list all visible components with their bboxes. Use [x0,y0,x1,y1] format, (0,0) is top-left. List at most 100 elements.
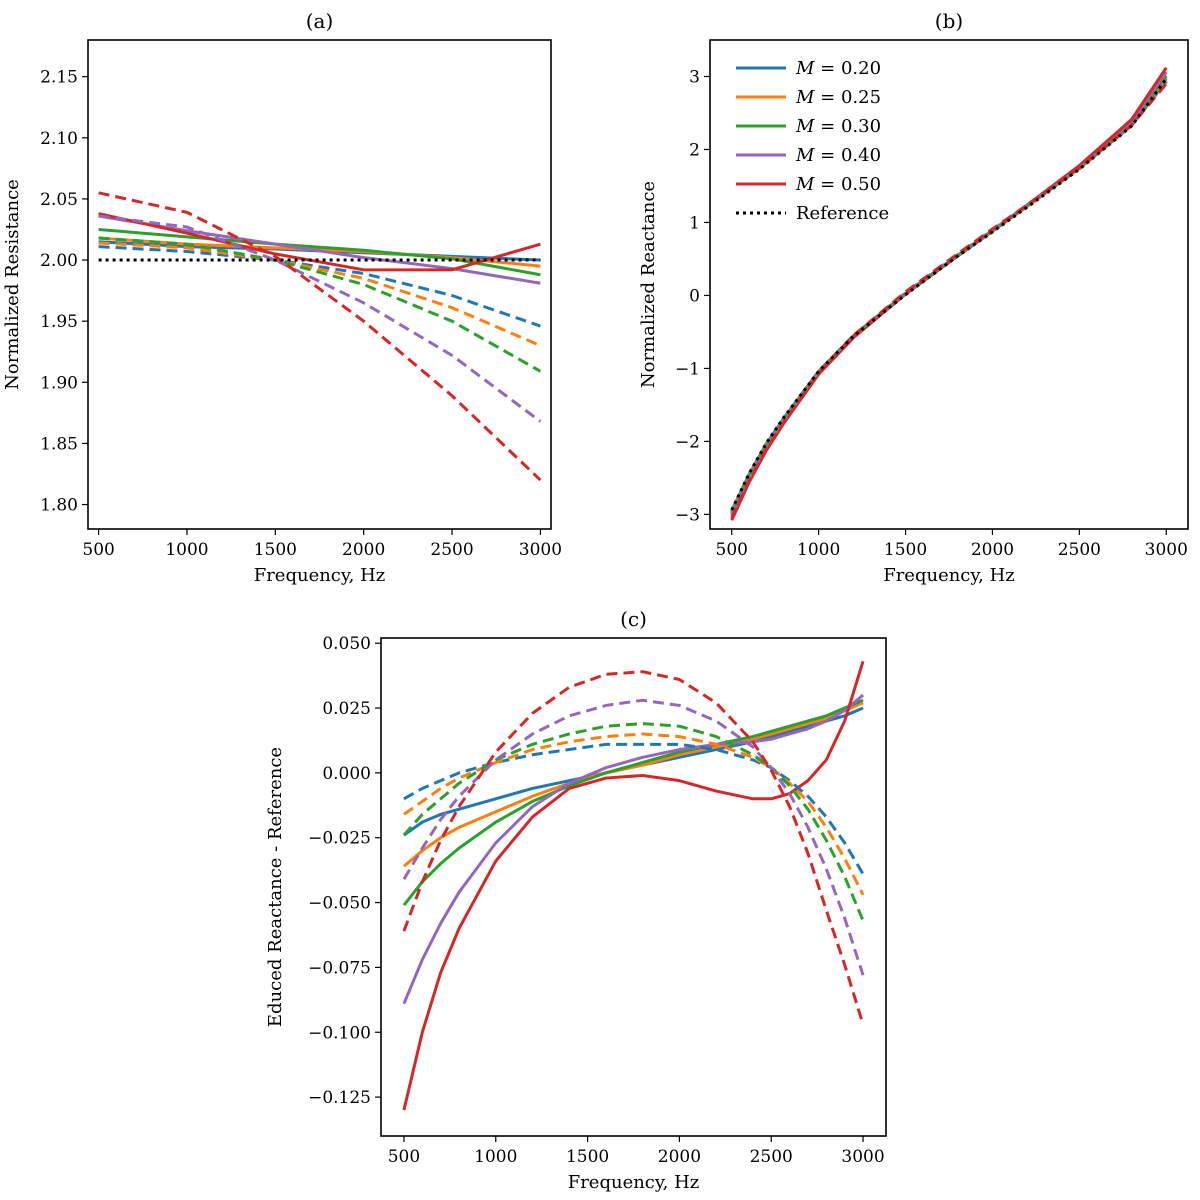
panel-b-y-tick-label: 2 [689,140,700,160]
panel-a-y-tick-label: 1.95 [40,312,78,332]
panel-a-y-tick-label: 2.05 [40,190,78,210]
panel-b-y-tick-label: −2 [675,432,700,452]
panel-c-y-tick-label: −0.125 [308,1088,371,1108]
panel-c-y-tick-label: 0.050 [322,634,371,654]
panel-c-x-tick-label: 2500 [750,1147,793,1167]
panel-c-x-tick-label: 1000 [474,1147,517,1167]
panel-b-y-tick-label: −3 [675,505,700,525]
panel-a-y-axis-label: Normalized Resistance [2,179,23,390]
panel-b-x-tick-label: 3000 [1145,540,1188,560]
legend-entry-value: = 0.30 [814,116,881,137]
panel-c-frame [380,637,887,1137]
panel-c-y-tick-label: −0.100 [308,1023,371,1043]
panel-b-legend: M = 0.20M = 0.25M = 0.30M = 0.40M = 0.50… [736,58,889,224]
panel-c-y-tick-label: 0.000 [322,764,371,784]
legend-entry-value: = 0.20 [814,58,881,79]
panel-b-x-axis-label: Frequency, Hz [883,565,1015,586]
panel-c-series-line-3 [402,693,865,1005]
panel-a-y-tick-label: 1.85 [40,434,78,454]
panel-a: 500 1000 1500 2000 2500 3000 1.80 1.85 1.90 1.95 2… [2,9,562,586]
panel-c-y-axis-label: Educed Reactance - Reference [265,747,286,1027]
legend-entry: M = 0.40 [795,145,881,166]
panel-c-series-line-1 [402,701,864,868]
panel-a-frame [87,39,552,530]
panel-b-x-tick-label: 500 [716,540,748,560]
panel-c-y-tick-label: −0.050 [308,894,371,914]
panel-b-y-tick-label: 0 [689,286,700,306]
panel-a-x-tick-label: 1000 [165,540,208,560]
panel-b-frame [709,39,1189,530]
panel-a-series [98,191,542,482]
legend-entry-symbol: M [795,145,815,166]
panel-c-y-tick-label: −0.025 [308,829,371,849]
panel-b: 500 1000 1500 2000 2500 3000 −3 −2 −1 0 1 2 3 (b) Freq… [638,9,1189,586]
legend-entry-symbol: M [795,58,815,79]
panel-a-series-line-9 [98,191,542,482]
panel-c-series-line-6 [403,732,865,896]
panel-b-x-tick-label: 1500 [884,540,927,560]
panel-a-x-tick-label: 500 [82,540,114,560]
panel-a-x-tick-label: 1500 [254,540,297,560]
panel-b-series-line-10 [730,77,1168,511]
panel-b-series-line-2 [730,74,1168,515]
panel-a-x-tick-label: 2500 [430,540,473,560]
panel-c-y-tick-label: −0.075 [308,958,371,978]
legend-entry-symbol: M [795,87,815,108]
panel-a-y-tick-label: 1.80 [40,496,78,516]
legend-entry: M = 0.30 [795,116,881,137]
legend-entry-value: Reference [796,203,889,224]
panel-c-y-tick-label: 0.025 [322,699,371,719]
panel-a-x-tick-label: 3000 [519,540,562,560]
panel-b-series-line-3 [730,71,1168,518]
legend-entry-value: = 0.25 [814,87,881,108]
legend-entry-value: = 0.40 [814,145,881,166]
panel-b-x-tick-label: 2000 [971,540,1014,560]
panel-c-series-line-5 [403,742,865,875]
panel-a-x-tick-label: 2000 [342,540,385,560]
panel-c-title: (c) [620,607,647,631]
panel-a-series-line-5 [98,245,541,328]
panel-b-x-tick-label: 2500 [1058,540,1101,560]
legend-entry: M = 0.25 [795,87,881,108]
panel-a-series-line-2 [98,227,541,277]
panel-c-x-tick-label: 2000 [658,1147,701,1167]
panel-c-series-line-8 [402,698,865,976]
panel-b-title: (b) [935,9,963,33]
legend-entry: Reference [796,203,889,224]
panel-b-series [730,66,1168,521]
panel-a-y-tick-label: 2.15 [40,68,78,88]
panel-b-y-tick-label: 3 [689,67,700,87]
panel-c-series [402,660,865,1111]
panel-c-series-line-9 [402,670,865,1025]
panel-b-y-axis-label: Normalized Reactance [638,181,659,388]
panel-a-series-line-7 [98,236,542,373]
legend-entry-symbol: M [795,174,815,195]
panel-b-series-line-9 [730,82,1168,519]
panel-c-x-tick-label: 3000 [841,1147,884,1167]
panel-a-y-tick-label: 2.10 [40,129,78,149]
panel-c-series-line-7 [402,722,865,922]
panel-c-x-tick-label: 1500 [566,1147,609,1167]
panel-b-series-line-0 [730,77,1168,512]
legend-entry: M = 0.20 [795,58,881,79]
legend-entry-symbol: M [795,116,815,137]
panel-a-series-line-4 [98,212,541,272]
panel-c-series-line-4 [402,660,865,1111]
panel-c: 500 1000 1500 2000 2500 3000 −0.125 −0.100 −0.07… [265,607,887,1193]
panel-a-y-tick-label: 1.90 [40,373,78,393]
panel-a-series-line-3 [98,214,541,285]
panel-a-x-axis-label: Frequency, Hz [254,565,386,586]
panel-c-x-axis-label: Frequency, Hz [568,1172,700,1193]
panel-a-series-line-6 [98,241,541,348]
panel-c-series-line-2 [402,698,864,907]
panel-b-x-tick-label: 1000 [797,540,840,560]
legend-entry: M = 0.50 [795,174,881,195]
panel-a-title: (a) [306,9,334,33]
panel-c-x-tick-label: 500 [388,1147,420,1167]
panel-a-y-tick-label: 2.00 [40,251,78,271]
panel-b-y-tick-label: −1 [675,359,700,379]
panel-b-series-line-1 [730,76,1168,513]
panel-b-y-tick-label: 1 [689,213,700,233]
legend-entry-value: = 0.50 [814,174,881,195]
